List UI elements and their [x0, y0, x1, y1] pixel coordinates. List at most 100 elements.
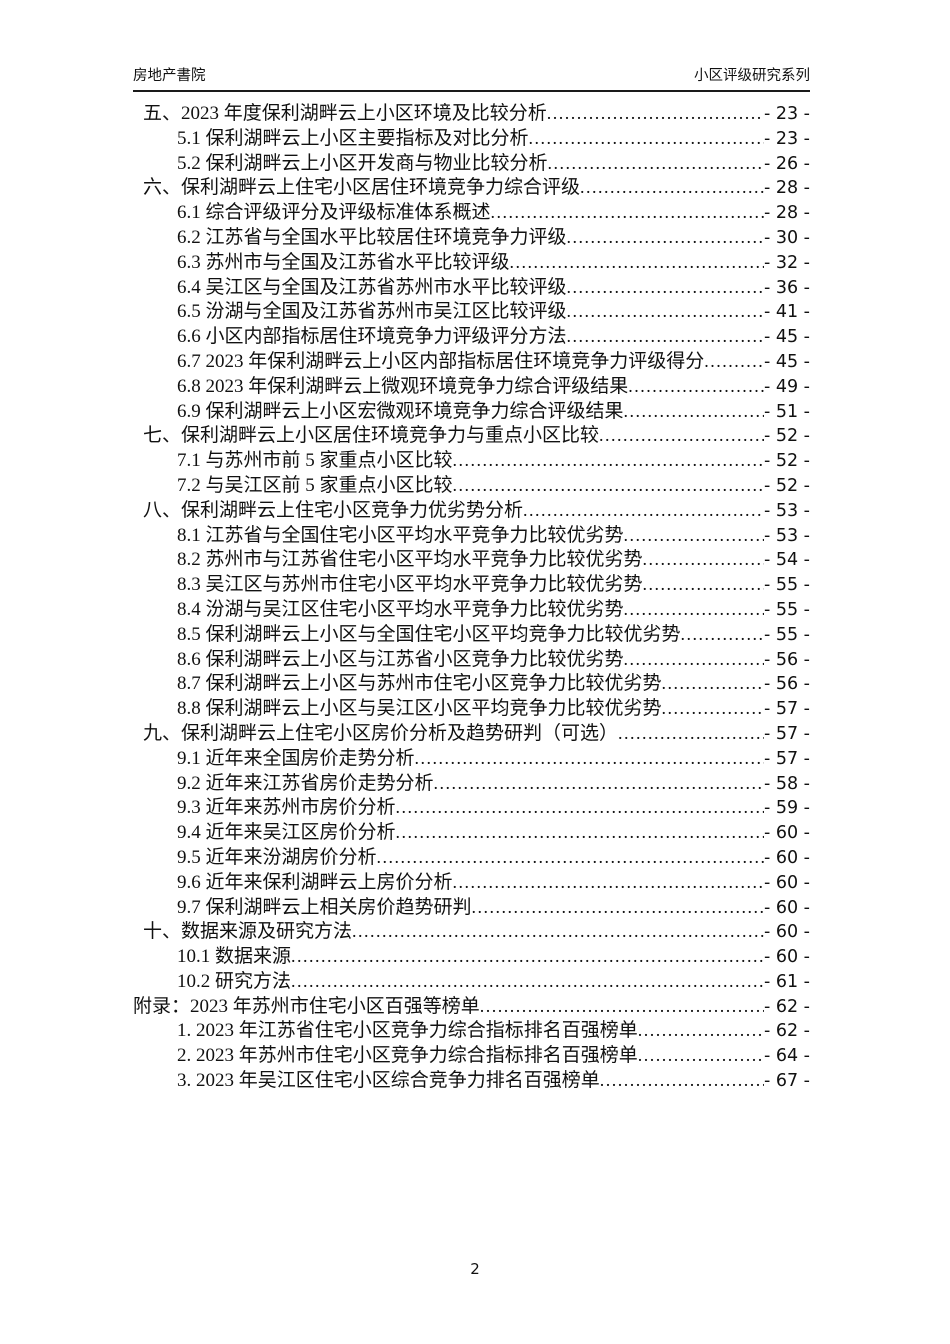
- toc-entry-title: 9.6 近年来保利湖畔云上房价分析: [177, 871, 453, 893]
- toc-dot-leader: [618, 721, 764, 747]
- toc-entry[interactable]: 8.3 吴江区与苏州市住宅小区平均水平竞争力比较优劣势 - 55 -: [133, 572, 810, 597]
- toc-entry[interactable]: 8.1 江苏省与全国住宅小区平均水平竞争力比较优劣势 - 53 -: [133, 523, 810, 548]
- toc-entry-page: - 58 -: [763, 773, 810, 794]
- toc-dot-leader: [704, 349, 764, 375]
- toc-entry-title: 9.2 近年来江苏省房价走势分析: [177, 772, 434, 794]
- toc-entry-page: - 55 -: [763, 575, 810, 596]
- toc-entry[interactable]: 六、保利湖畔云上住宅小区居住环境竞争力综合评级 - 28 -: [133, 175, 810, 200]
- toc-entry-title: 8.6 保利湖畔云上小区与江苏省小区竞争力比较优劣势: [177, 648, 624, 670]
- toc-entry[interactable]: 6.4 吴江区与全国及江苏省苏州市水平比较评级 - 36 -: [133, 275, 810, 300]
- toc-entry[interactable]: 7.1 与苏州市前 5 家重点小区比较 - 52 -: [133, 448, 810, 473]
- toc-entry-title: 8.4 汾湖与吴江区住宅小区平均水平竞争力比较优劣势: [177, 598, 624, 620]
- toc-entry[interactable]: 6.5 汾湖与全国及江苏省苏州市吴江区比较评级 - 41 -: [133, 299, 810, 324]
- page-number: 2: [470, 1260, 480, 1278]
- toc-dot-leader: [599, 423, 764, 449]
- toc-dot-leader: [396, 820, 764, 846]
- toc-entry-page: - 57 -: [763, 748, 810, 769]
- toc-entry-title: 8.3 吴江区与苏州市住宅小区平均水平竞争力比较优劣势: [177, 574, 643, 596]
- toc-dot-leader: [453, 448, 764, 474]
- toc-entry-page: - 53 -: [763, 525, 810, 546]
- toc-dot-leader: [291, 969, 764, 995]
- toc-entry[interactable]: 8.6 保利湖畔云上小区与江苏省小区竞争力比较优劣势 - 56 -: [133, 647, 810, 672]
- toc-dot-leader: [434, 771, 764, 797]
- toc-entry[interactable]: 10.2 研究方法 - 61 -: [133, 969, 810, 994]
- toc-entry-title: 6.2 江苏省与全国水平比较居住环境竞争力评级: [177, 226, 567, 248]
- toc-entry-page: - 57 -: [763, 723, 810, 744]
- toc-entry-title: 6.3 苏州市与全国及江苏省水平比较评级: [177, 251, 510, 273]
- toc-entry[interactable]: 9.3 近年来苏州市房价分析 - 59 -: [133, 795, 810, 820]
- toc-entry-page: - 64 -: [763, 1046, 810, 1067]
- toc-entry[interactable]: 6.3 苏州市与全国及江苏省水平比较评级 - 32 -: [133, 250, 810, 275]
- toc-entry[interactable]: 8.8 保利湖畔云上小区与吴江区小区平均竞争力比较优劣势 - 57 -: [133, 696, 810, 721]
- toc-entry-title: 六、保利湖畔云上住宅小区居住环境竞争力综合评级: [143, 177, 581, 199]
- toc-entry[interactable]: 七、保利湖畔云上小区居住环境竞争力与重点小区比较 - 52 -: [133, 423, 810, 448]
- toc-entry[interactable]: 2. 2023 年苏州市住宅小区竞争力综合指标排名百强榜单 - 64 -: [133, 1043, 810, 1068]
- toc-entry-title: 五、2023 年度保利湖畔云上小区环境及比较分析: [143, 103, 547, 124]
- toc-dot-leader: [567, 299, 764, 325]
- toc-dot-leader: [352, 919, 764, 945]
- toc-dot-leader: [510, 250, 764, 276]
- toc-entry[interactable]: 8.4 汾湖与吴江区住宅小区平均水平竞争力比较优劣势 - 55 -: [133, 597, 810, 622]
- toc-entry-title: 9.4 近年来吴江区房价分析: [177, 822, 396, 844]
- toc-entry[interactable]: 6.1 综合评级评分及评级标准体系概述 - 28 -: [133, 200, 810, 225]
- toc-entry[interactable]: 五、2023 年度保利湖畔云上小区环境及比较分析 - 23 -: [133, 101, 810, 126]
- toc-entry-title: 6.4 吴江区与全国及江苏省苏州市水平比较评级: [177, 276, 567, 298]
- toc-entry-page: - 28 -: [763, 178, 810, 199]
- toc-entry-page: - 54 -: [763, 550, 810, 571]
- toc-entry-page: - 36 -: [763, 277, 810, 298]
- toc-entry[interactable]: 6.8 2023 年保利湖畔云上微观环境竞争力综合评级结果 - 49 -: [133, 374, 810, 399]
- toc-entry-page: - 62 -: [763, 1021, 810, 1042]
- toc-entry-title: 8.5 保利湖畔云上小区与全国住宅小区平均竞争力比较优劣势: [177, 623, 681, 645]
- toc-entry-page: - 52 -: [763, 426, 810, 447]
- toc-entry[interactable]: 6.9 保利湖畔云上小区宏微观环境竞争力综合评级结果 - 51 -: [133, 399, 810, 424]
- toc-entry[interactable]: 6.2 江苏省与全国水平比较居住环境竞争力评级 - 30 -: [133, 225, 810, 250]
- toc-entry[interactable]: 9.1 近年来全国房价走势分析 - 57 -: [133, 746, 810, 771]
- toc-dot-leader: [580, 175, 764, 201]
- toc-entry[interactable]: 1. 2023 年江苏省住宅小区竞争力综合指标排名百强榜单 - 62 -: [133, 1018, 810, 1043]
- header-left-text: 房地产書院: [133, 68, 206, 84]
- toc-entry-title: 6.8 2023 年保利湖畔云上微观环境竞争力综合评级结果: [177, 375, 629, 397]
- toc-entry-page: - 52 -: [763, 451, 810, 472]
- toc-dot-leader: [547, 101, 764, 127]
- toc-entry-title: 七、保利湖畔云上小区居住环境竞争力与重点小区比较: [143, 425, 600, 447]
- toc-entry-page: - 55 -: [763, 599, 810, 620]
- toc-entry[interactable]: 附录：2023 年苏州市住宅小区百强等榜单 - 62 -: [133, 994, 810, 1019]
- toc-entry[interactable]: 9.2 近年来江苏省房价走势分析 - 58 -: [133, 771, 810, 796]
- toc-entry-title: 8.1 江苏省与全国住宅小区平均水平竞争力比较优劣势: [177, 524, 624, 546]
- toc-entry-title: 10.1 数据来源: [177, 946, 292, 968]
- toc-dot-leader: [567, 275, 764, 301]
- toc-entry-title: 6.6 小区内部指标居住环境竞争力评级评分方法: [177, 326, 567, 348]
- toc-entry-page: - 26 -: [763, 153, 810, 174]
- toc-dot-leader: [624, 399, 764, 425]
- toc-dot-leader: [600, 1068, 764, 1094]
- toc-entry-title: 9.5 近年来汾湖房价分析: [177, 846, 377, 868]
- toc-entry-page: - 53 -: [763, 500, 810, 521]
- toc-entry[interactable]: 十、数据来源及研究方法 - 60 -: [133, 919, 810, 944]
- toc-entry[interactable]: 7.2 与吴江区前 5 家重点小区比较 - 52 -: [133, 473, 810, 498]
- toc-entry[interactable]: 8.2 苏州市与江苏省住宅小区平均水平竞争力比较优劣势 - 54 -: [133, 547, 810, 572]
- toc-dot-leader: [453, 473, 764, 499]
- toc-entry[interactable]: 5.2 保利湖畔云上小区开发商与物业比较分析 - 26 -: [133, 151, 810, 176]
- toc-entry-title: 1. 2023 年江苏省住宅小区竞争力综合指标排名百强榜单: [177, 1020, 638, 1042]
- toc-entry[interactable]: 9.5 近年来汾湖房价分析 - 60 -: [133, 845, 810, 870]
- toc-entry[interactable]: 10.1 数据来源 - 60 -: [133, 944, 810, 969]
- toc-dot-leader: [643, 572, 764, 598]
- toc-entry[interactable]: 5.1 保利湖畔云上小区主要指标及对比分析 - 23 -: [133, 126, 810, 151]
- toc-entry[interactable]: 6.6 小区内部指标居住环境竞争力评级评分方法 - 45 -: [133, 324, 810, 349]
- toc-entry[interactable]: 8.5 保利湖畔云上小区与全国住宅小区平均竞争力比较优劣势 - 55 -: [133, 622, 810, 647]
- toc-entry[interactable]: 3. 2023 年吴江区住宅小区综合竞争力排名百强榜单 - 67 -: [133, 1068, 810, 1093]
- table-of-contents: 五、2023 年度保利湖畔云上小区环境及比较分析 - 23 - 5.1 保利湖畔…: [133, 101, 810, 1093]
- toc-entry[interactable]: 9.7 保利湖畔云上相关房价趋势研判 - 60 -: [133, 895, 810, 920]
- toc-entry[interactable]: 九、保利湖畔云上住宅小区房价分析及趋势研判（可选） - 57 -: [133, 721, 810, 746]
- toc-entry[interactable]: 6.7 2023 年保利湖畔云上小区内部指标居住环境竞争力评级得分 - 45 -: [133, 349, 810, 374]
- toc-entry-title: 2. 2023 年苏州市住宅小区竞争力综合指标排名百强榜单: [177, 1045, 638, 1067]
- toc-dot-leader: [638, 1018, 764, 1044]
- toc-entry[interactable]: 9.6 近年来保利湖畔云上房价分析 - 60 -: [133, 870, 810, 895]
- toc-entry[interactable]: 8.7 保利湖畔云上小区与苏州市住宅小区竞争力比较优劣势 - 56 -: [133, 671, 810, 696]
- toc-entry-title: 5.1 保利湖畔云上小区主要指标及对比分析: [177, 127, 529, 149]
- toc-dot-leader: [491, 200, 764, 226]
- toc-dot-leader: [643, 547, 764, 573]
- toc-entry[interactable]: 9.4 近年来吴江区房价分析 - 60 -: [133, 820, 810, 845]
- toc-entry[interactable]: 八、保利湖畔云上住宅小区竞争力优劣势分析 - 53 -: [133, 498, 810, 523]
